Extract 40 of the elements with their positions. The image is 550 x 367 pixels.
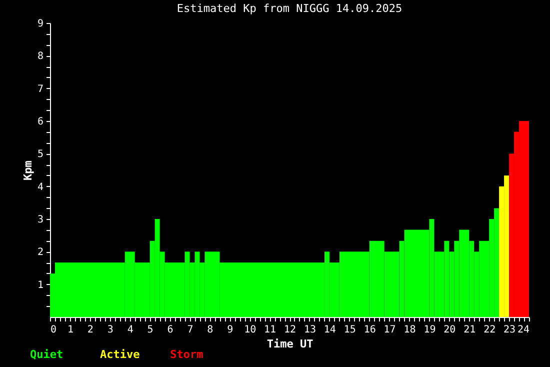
y-tick-label: 7	[37, 84, 44, 95]
y-tick-label: 5	[37, 149, 44, 160]
x-tick-label: 3	[107, 324, 114, 336]
x-tick-label: 18	[404, 324, 416, 336]
x-tick-label: 8	[207, 324, 214, 336]
text: Storm	[170, 348, 204, 361]
y-tick-label: 4	[37, 182, 44, 193]
x-tick-label: 7	[187, 324, 194, 336]
x-axis-title: Time UT	[266, 338, 314, 350]
x-tick-label: 12	[284, 324, 296, 336]
y-axis-title: Kpm	[21, 160, 34, 180]
x-tick-label: 5	[147, 324, 154, 336]
x-tick-label: 1	[67, 324, 74, 336]
y-tick-label: 9	[37, 18, 44, 30]
x-tick-label: 21	[464, 324, 476, 336]
y-tick-label: 1	[37, 280, 44, 291]
x-tick-label: 22	[484, 324, 496, 336]
x-tick-label: 14	[324, 324, 336, 336]
x-tick-label: 11	[264, 324, 276, 336]
y-tick-label: 6	[37, 116, 44, 128]
x-tick-label: 13	[304, 324, 316, 336]
x-tick-label: 0	[50, 324, 57, 336]
x-tick-label: 6	[167, 324, 174, 336]
x-tick-label: 15	[344, 324, 356, 336]
x-tick-label: 19	[424, 324, 436, 336]
y-tick-label: 3	[37, 214, 44, 226]
chart-title: Estimated Kp from NIGGG 14.09.2025	[176, 2, 402, 15]
x-tick-label: 23	[504, 324, 516, 336]
x-tick-label: 2	[87, 324, 94, 336]
x-tick-label: 16	[364, 324, 376, 336]
x-tick-label: 24	[517, 324, 530, 336]
x-tick-label: 20	[444, 324, 456, 336]
x-tick-label: 17	[384, 324, 396, 336]
y-tick-label: 2	[37, 247, 44, 258]
y-tick-label: 8	[37, 51, 44, 62]
x-tick-label: 10	[244, 324, 256, 336]
text: Quiet	[30, 348, 64, 361]
text: Active	[100, 348, 140, 361]
x-tick-label: 9	[227, 324, 234, 336]
x-tick-label: 4	[127, 324, 134, 336]
